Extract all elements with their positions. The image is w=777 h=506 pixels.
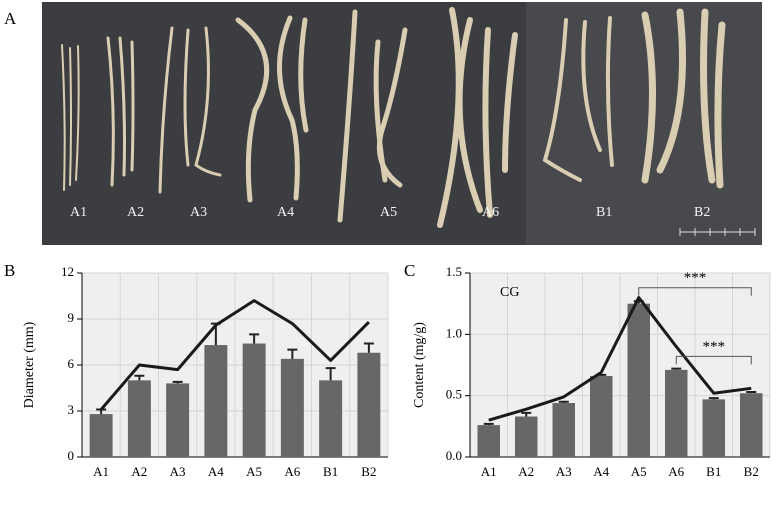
bar <box>280 358 304 457</box>
photo-background <box>526 2 762 245</box>
significance-bracket <box>638 287 752 296</box>
x-tick-label: A4 <box>593 464 609 479</box>
x-tick-label: A2 <box>518 464 534 479</box>
line <box>488 296 752 422</box>
bar <box>242 343 266 457</box>
x-tick-label: A1 <box>93 464 109 479</box>
bar <box>127 380 151 457</box>
significance-label: *** <box>684 270 707 286</box>
x-tick-label: A4 <box>208 464 224 479</box>
scale-ruler <box>679 228 756 236</box>
y-tick-label: 1.5 <box>446 264 462 279</box>
annotation: CG <box>500 285 519 300</box>
significance-label: *** <box>703 339 726 355</box>
error-bar <box>671 367 682 370</box>
x-tick-label: A1 <box>481 464 497 479</box>
y-axis-label: Diameter (mm) <box>22 321 37 408</box>
bar <box>166 383 190 457</box>
bar <box>590 376 613 457</box>
x-tick-label: A6 <box>284 464 300 479</box>
photo-label: A1 <box>70 205 87 220</box>
y-tick-label: 0 <box>68 448 75 463</box>
bar <box>627 303 650 457</box>
x-tick-label: A2 <box>131 464 147 479</box>
bar <box>515 416 538 457</box>
error-bar <box>363 342 374 353</box>
panel-label: C <box>404 261 415 280</box>
y-tick-label: 3 <box>68 402 75 417</box>
photo-label: B1 <box>596 205 612 220</box>
bar <box>552 403 575 457</box>
bar <box>204 345 228 457</box>
x-tick-label: A5 <box>246 464 262 479</box>
error-bar <box>325 367 336 381</box>
photo-label: A6 <box>482 205 499 220</box>
y-tick-label: 9 <box>68 310 75 325</box>
error-bar <box>172 380 183 384</box>
photo-label: B2 <box>694 205 710 220</box>
bar <box>319 380 343 457</box>
panel-label: B <box>4 261 15 280</box>
x-tick-label: A3 <box>556 464 572 479</box>
error-bar <box>521 411 532 417</box>
bar <box>477 425 500 457</box>
bar <box>740 393 763 457</box>
x-tick-label: B2 <box>361 464 376 479</box>
error-bar <box>287 348 298 359</box>
error-bar <box>558 400 569 404</box>
roots <box>61 7 726 228</box>
x-tick-label: A6 <box>668 464 684 479</box>
x-tick-label: B2 <box>744 464 759 479</box>
y-tick-label: 0.0 <box>446 448 462 463</box>
error-bar <box>249 333 260 344</box>
error-bar <box>96 408 107 415</box>
panel-label: A <box>4 9 17 28</box>
y-tick-label: 1.0 <box>446 325 462 340</box>
error-bar <box>746 390 757 394</box>
line <box>99 299 370 411</box>
error-bar <box>134 374 145 381</box>
bar <box>665 369 688 457</box>
x-tick-label: B1 <box>323 464 338 479</box>
error-bar <box>483 422 494 426</box>
photo-label: A3 <box>190 205 207 220</box>
bar <box>357 352 381 457</box>
significance-bracket <box>675 355 752 365</box>
error-bar <box>708 397 719 400</box>
photo-label: A2 <box>127 205 144 220</box>
photo-label: A4 <box>277 205 294 220</box>
y-axis-label: Content (mg/g) <box>412 322 427 408</box>
photo-label: A5 <box>380 205 397 220</box>
bar <box>702 399 725 457</box>
y-tick-label: 12 <box>61 264 74 279</box>
y-tick-label: 0.5 <box>446 387 462 402</box>
x-tick-label: A5 <box>631 464 647 479</box>
x-tick-label: A3 <box>170 464 186 479</box>
x-tick-label: B1 <box>706 464 721 479</box>
bar <box>89 414 113 457</box>
y-tick-label: 6 <box>68 356 75 371</box>
